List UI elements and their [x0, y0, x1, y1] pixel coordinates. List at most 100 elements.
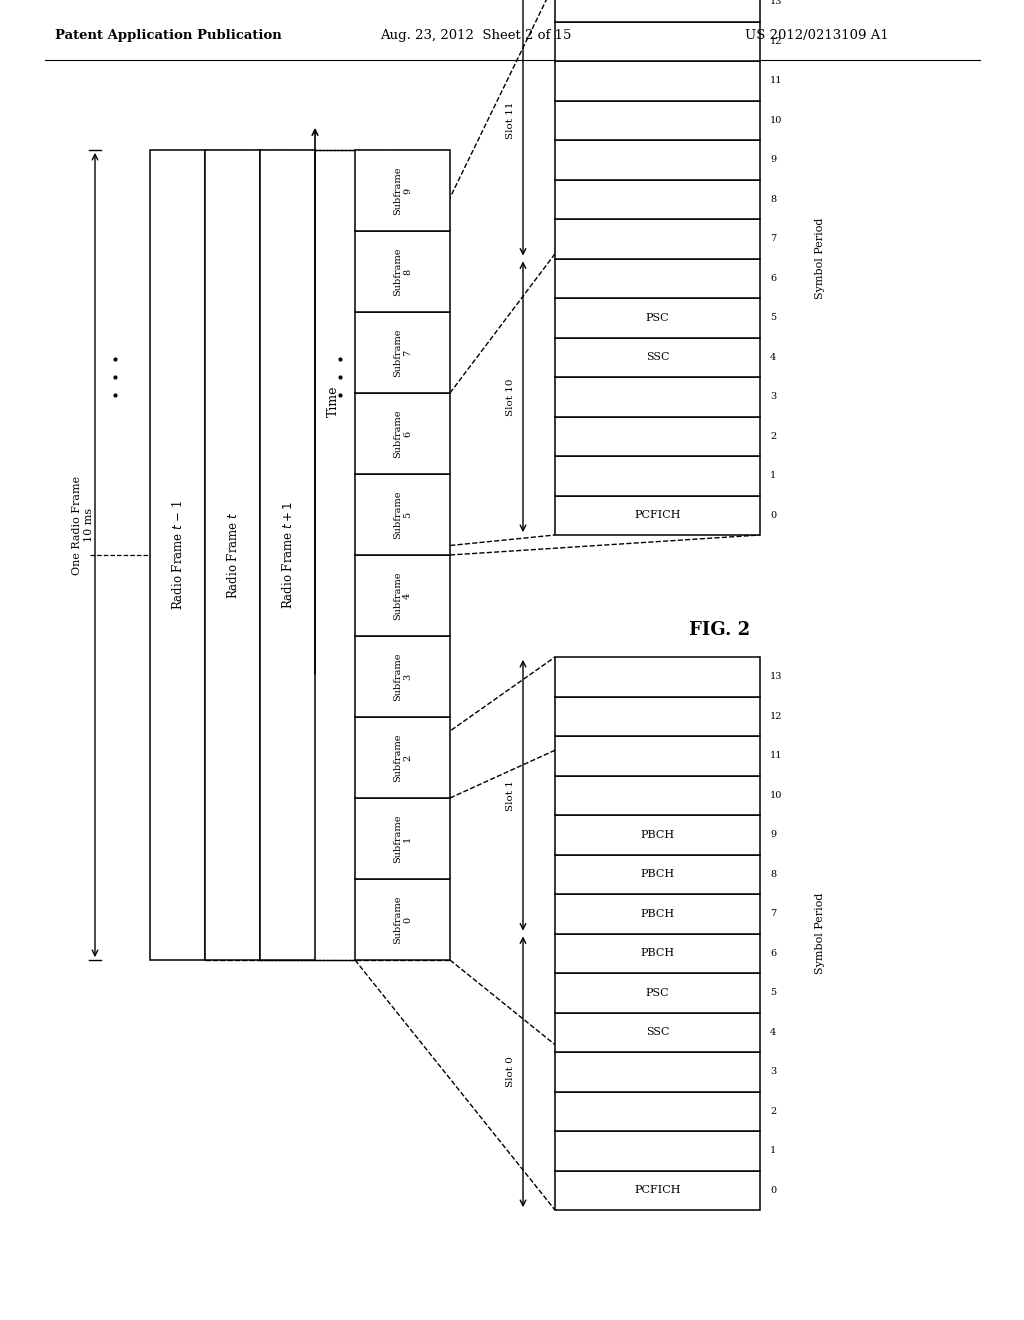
Text: Subframe
1: Subframe 1: [393, 814, 413, 863]
Bar: [555, 1012, 760, 1052]
Bar: [555, 338, 760, 378]
Text: 11: 11: [770, 77, 782, 86]
Text: 5: 5: [770, 313, 776, 322]
Text: Subframe
3: Subframe 3: [393, 652, 413, 701]
Bar: [555, 814, 760, 854]
Text: Time: Time: [327, 385, 340, 417]
Text: 13: 13: [770, 0, 782, 7]
Bar: [355, 312, 450, 393]
Bar: [555, 298, 760, 338]
Text: PBCH: PBCH: [640, 870, 675, 879]
Bar: [555, 140, 760, 180]
Bar: [555, 180, 760, 219]
Bar: [555, 776, 760, 814]
Bar: [555, 417, 760, 455]
Bar: [355, 717, 450, 799]
Text: US 2012/0213109 A1: US 2012/0213109 A1: [745, 29, 889, 41]
Bar: [555, 219, 760, 259]
Text: 5: 5: [770, 989, 776, 997]
Bar: [555, 1171, 760, 1210]
Bar: [355, 474, 450, 554]
Text: PSC: PSC: [646, 313, 670, 323]
Text: 12: 12: [770, 37, 782, 46]
Bar: [555, 854, 760, 894]
Text: 9: 9: [770, 156, 776, 164]
Text: Symbol Period: Symbol Period: [815, 218, 825, 300]
Text: SSC: SSC: [646, 352, 670, 362]
Bar: [555, 455, 760, 495]
Text: Subframe
9: Subframe 9: [393, 166, 413, 215]
Bar: [555, 100, 760, 140]
Text: 7: 7: [770, 234, 776, 243]
Bar: [555, 1131, 760, 1171]
Text: PBCH: PBCH: [640, 830, 675, 840]
Text: Subframe
8: Subframe 8: [393, 247, 413, 296]
Text: 1: 1: [770, 471, 776, 480]
Text: 10: 10: [770, 116, 782, 125]
Text: 8: 8: [770, 870, 776, 879]
Text: PBCH: PBCH: [640, 948, 675, 958]
Text: PCFICH: PCFICH: [634, 511, 681, 520]
Text: Aug. 23, 2012  Sheet 2 of 15: Aug. 23, 2012 Sheet 2 of 15: [380, 29, 571, 41]
Text: 0: 0: [770, 1185, 776, 1195]
Bar: [555, 737, 760, 776]
Bar: [355, 554, 450, 636]
Text: 7: 7: [770, 909, 776, 919]
Text: Subframe
5: Subframe 5: [393, 490, 413, 539]
Text: 4: 4: [770, 352, 776, 362]
Text: 2: 2: [770, 432, 776, 441]
Text: 2: 2: [770, 1106, 776, 1115]
Text: Radio Frame $t$: Radio Frame $t$: [225, 511, 240, 599]
Bar: [355, 879, 450, 960]
Bar: [555, 378, 760, 417]
Bar: [555, 61, 760, 100]
Bar: [150, 150, 205, 960]
Text: Slot 0: Slot 0: [507, 1056, 515, 1088]
Text: Radio Frame $t$ − 1: Radio Frame $t$ − 1: [171, 500, 184, 610]
Bar: [555, 894, 760, 933]
Bar: [260, 150, 315, 960]
Text: 13: 13: [770, 672, 782, 681]
Text: Subframe
6: Subframe 6: [393, 409, 413, 458]
Text: 3: 3: [770, 1068, 776, 1076]
Text: 3: 3: [770, 392, 776, 401]
Bar: [555, 933, 760, 973]
Text: Patent Application Publication: Patent Application Publication: [55, 29, 282, 41]
Text: 9: 9: [770, 830, 776, 840]
Text: 1: 1: [770, 1146, 776, 1155]
Text: Subframe
7: Subframe 7: [393, 329, 413, 376]
Text: PSC: PSC: [646, 987, 670, 998]
Text: FIG. 2: FIG. 2: [689, 620, 751, 639]
Text: Subframe
0: Subframe 0: [393, 895, 413, 944]
Text: Slot 1: Slot 1: [507, 780, 515, 810]
Text: Subframe
4: Subframe 4: [393, 572, 413, 620]
Bar: [555, 495, 760, 535]
Text: Symbol Period: Symbol Period: [815, 892, 825, 974]
Text: 12: 12: [770, 711, 782, 721]
Bar: [555, 1052, 760, 1092]
Text: PBCH: PBCH: [640, 908, 675, 919]
Text: SSC: SSC: [646, 1027, 670, 1038]
Text: 11: 11: [770, 751, 782, 760]
Bar: [555, 0, 760, 21]
Bar: [555, 259, 760, 298]
Bar: [555, 21, 760, 61]
Bar: [355, 636, 450, 717]
Bar: [355, 231, 450, 312]
Text: One Radio Frame
10 ms: One Radio Frame 10 ms: [73, 475, 94, 574]
Text: 6: 6: [770, 949, 776, 958]
Bar: [555, 1092, 760, 1131]
Bar: [355, 150, 450, 231]
Bar: [355, 799, 450, 879]
Text: 4: 4: [770, 1028, 776, 1036]
Text: Slot 10: Slot 10: [507, 378, 515, 416]
Text: 8: 8: [770, 195, 776, 203]
Text: 0: 0: [770, 511, 776, 520]
Bar: [205, 150, 260, 960]
Bar: [355, 393, 450, 474]
Bar: [555, 973, 760, 1012]
Bar: [555, 657, 760, 697]
Text: Radio Frame $t+1$: Radio Frame $t+1$: [281, 502, 295, 609]
Text: 10: 10: [770, 791, 782, 800]
Bar: [555, 697, 760, 737]
